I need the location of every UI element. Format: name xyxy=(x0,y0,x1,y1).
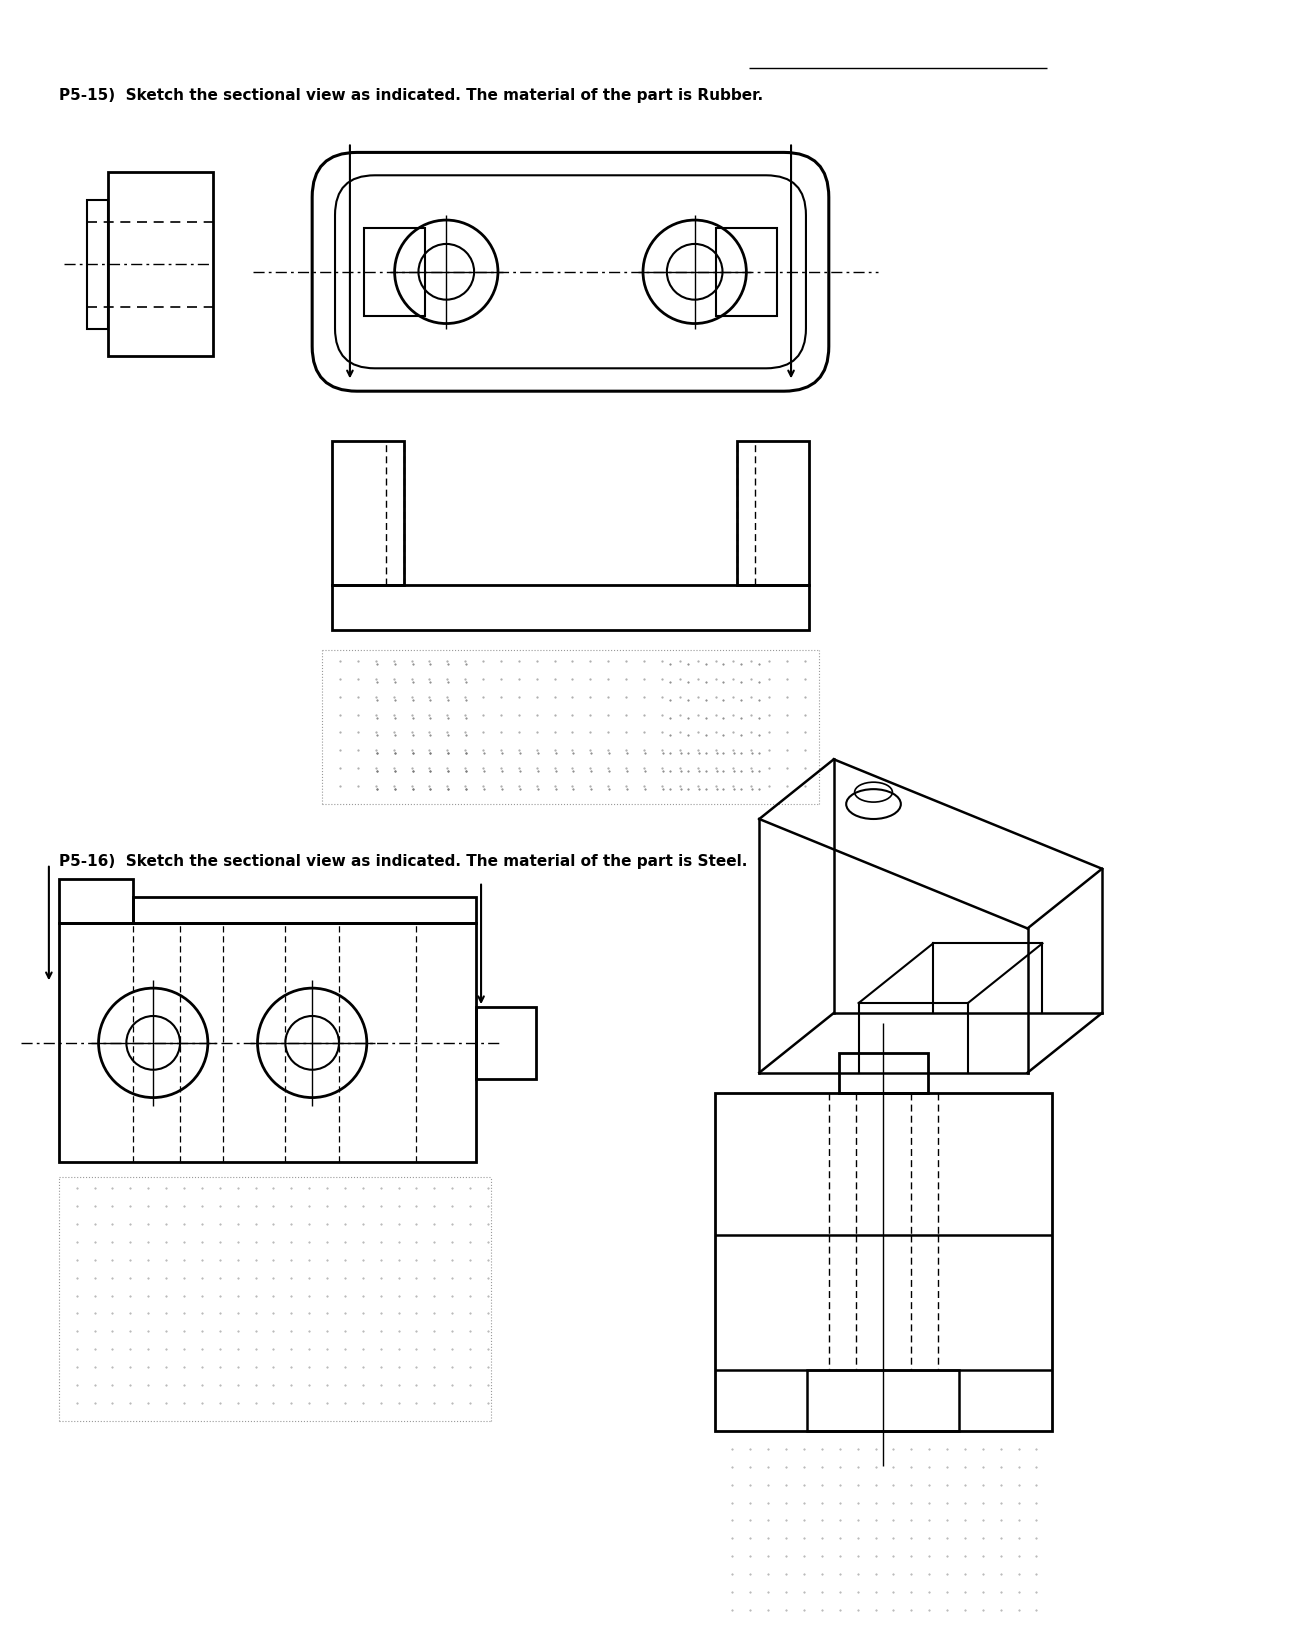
Bar xyxy=(332,585,809,629)
Text: P5-16)  Sketch the sectional view as indicated. The material of the part is Stee: P5-16) Sketch the sectional view as indi… xyxy=(59,854,747,869)
Bar xyxy=(59,923,476,1162)
Bar xyxy=(59,879,133,923)
Bar xyxy=(715,1093,1053,1431)
Bar xyxy=(332,441,404,585)
Bar xyxy=(716,228,777,316)
Bar xyxy=(108,172,213,356)
Bar xyxy=(808,1370,960,1431)
Bar xyxy=(86,200,108,328)
Text: P5-15)  Sketch the sectional view as indicated. The material of the part is Rubb: P5-15) Sketch the sectional view as indi… xyxy=(59,89,762,103)
Bar xyxy=(738,441,809,585)
Bar xyxy=(838,1052,929,1093)
Bar xyxy=(364,228,426,316)
Bar xyxy=(476,1006,535,1078)
Bar xyxy=(133,897,476,923)
